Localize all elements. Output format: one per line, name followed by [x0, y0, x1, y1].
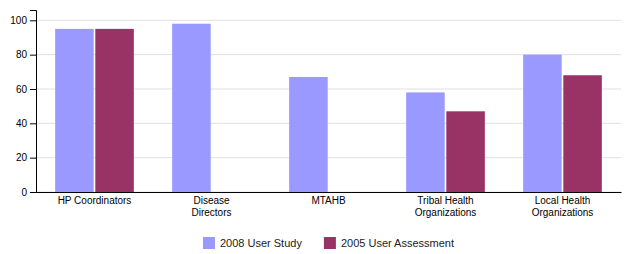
- legend-label: 2005 User Assessment: [341, 237, 454, 249]
- bar-series: [95, 29, 602, 192]
- bar: [523, 55, 562, 192]
- y-tick-label: 20: [16, 152, 28, 163]
- x-axis: HP Coordinators DiseaseDirectors MTAHB Trib…: [37, 193, 622, 218]
- bar: [406, 92, 445, 192]
- x-tick-label: Local HealthOrganizations: [532, 195, 594, 218]
- x-tick-label-line: MTAHB: [311, 195, 346, 206]
- x-tick: DiseaseDirectors: [191, 195, 231, 218]
- x-tick-label-line: Tribal Health: [417, 195, 473, 206]
- grid: [36, 20, 621, 192]
- x-tick: HP Coordinators: [58, 195, 132, 206]
- x-tick: Tribal HealthOrganizations: [415, 195, 477, 218]
- y-tick-mark: [30, 123, 36, 124]
- y-tick-mark: [30, 55, 36, 56]
- bar: [289, 77, 328, 192]
- legend-label: 2008 User Study: [220, 237, 302, 249]
- x-tick-label-line: Organizations: [415, 207, 477, 218]
- bar: [55, 29, 94, 192]
- y-tick-label: 0: [21, 187, 27, 198]
- x-tick-label: HP Coordinators: [58, 195, 132, 206]
- legend-item: 2008 User Study: [203, 237, 302, 249]
- y-tick: 20: [16, 152, 36, 163]
- legend-swatch: [324, 237, 336, 249]
- bar: [563, 75, 602, 192]
- y-tick: 40: [16, 118, 36, 129]
- x-tick-label: Tribal HealthOrganizations: [415, 195, 477, 218]
- x-tick-label: MTAHB: [311, 195, 346, 206]
- y-tick-mark: [30, 158, 36, 159]
- y-tick: 0: [21, 187, 36, 198]
- x-tick-label-line: Disease: [193, 195, 230, 206]
- legend-item: 2005 User Assessment: [324, 237, 454, 249]
- y-tick: 80: [16, 49, 36, 60]
- plot: 0 20 40 60 80 100 HP Coordinators DiseaseDirect…: [10, 11, 621, 218]
- x-tick: Local HealthOrganizations: [532, 195, 594, 218]
- y-tick-label: 100: [10, 15, 27, 26]
- legend-swatch: [203, 237, 215, 249]
- y-tick-label: 40: [16, 118, 28, 129]
- x-tick-label-line: Directors: [191, 207, 231, 218]
- bar-series: [55, 24, 562, 192]
- x-tick-label: DiseaseDirectors: [191, 195, 231, 218]
- bar: [446, 111, 485, 192]
- legend: 2008 User Study 2005 User Assessment: [203, 237, 454, 249]
- x-tick-label-line: HP Coordinators: [58, 195, 132, 206]
- x-tick: MTAHB: [311, 195, 346, 206]
- x-axis-line: [37, 192, 622, 193]
- bars: [55, 24, 602, 192]
- grid-line: [36, 20, 621, 21]
- y-axis: 0 20 40 60 80 100: [10, 11, 36, 198]
- bar: [95, 29, 134, 192]
- x-tick-label-line: Organizations: [532, 207, 594, 218]
- y-axis-line: [30, 11, 37, 193]
- bar: [172, 24, 211, 192]
- y-tick-label: 80: [16, 49, 28, 60]
- y-tick-label: 60: [16, 84, 28, 95]
- x-tick-label-line: Local Health: [535, 195, 591, 206]
- y-tick-mark: [30, 192, 36, 193]
- y-tick: 100: [10, 15, 36, 26]
- y-tick-mark: [30, 89, 36, 90]
- y-tick: 60: [16, 84, 36, 95]
- chart: 0 20 40 60 80 100 HP Coordinators DiseaseDirect…: [0, 0, 631, 254]
- y-tick-mark: [30, 20, 36, 21]
